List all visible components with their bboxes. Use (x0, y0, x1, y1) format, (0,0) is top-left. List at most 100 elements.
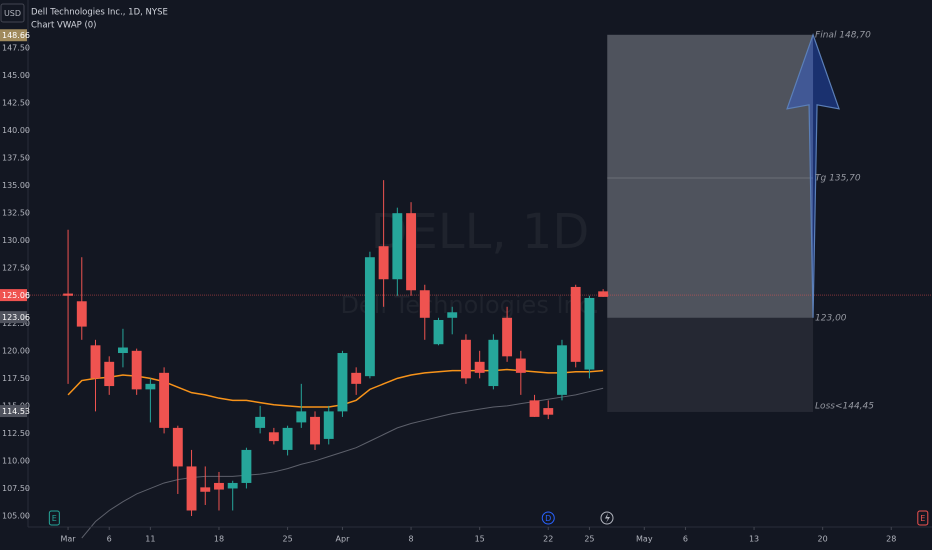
y-tick-label: 140.00 (2, 126, 30, 135)
candle-body (529, 400, 540, 417)
candle-body (76, 301, 87, 327)
candle-body (63, 293, 74, 296)
x-tick-label: May (636, 535, 653, 544)
candle-body (557, 345, 567, 395)
candle-body (282, 427, 293, 450)
candle-body (131, 350, 142, 390)
candle-body (310, 416, 320, 445)
x-tick-label: 18 (214, 535, 224, 544)
x-tick-label: 8 (409, 535, 414, 544)
indicator-line (67, 368, 604, 408)
watermark: DELL, 1D (371, 204, 590, 260)
y-tick-label: 120.00 (2, 346, 30, 355)
price-badge-label: 125.06 (2, 291, 30, 300)
stop-label: Loss<144,45 (815, 401, 874, 411)
x-tick-label: 22 (543, 535, 553, 544)
y-tick-label: 127.50 (2, 264, 30, 273)
price-badge (0, 311, 27, 324)
candle-body (433, 319, 444, 345)
candle-body (419, 290, 430, 318)
currency-box[interactable] (0, 3, 25, 23)
x-tick-label: 25 (584, 535, 594, 544)
candle-body (241, 449, 252, 483)
x-tick-label: 28 (886, 535, 896, 544)
candle-body (227, 482, 238, 489)
candle-body (584, 297, 595, 370)
candle-body (447, 312, 458, 318)
event-label: E (52, 514, 57, 523)
x-tick-label: 20 (818, 535, 828, 544)
price-badge-label: 114.53 (2, 407, 30, 416)
candle-body (392, 213, 403, 280)
candle-body (570, 286, 581, 362)
candle-body (378, 246, 389, 280)
price-badge-label: 123.06 (2, 313, 30, 322)
candle-body (460, 339, 471, 379)
candle-body (104, 361, 115, 387)
price-badge (0, 29, 27, 42)
candle-body (145, 383, 156, 390)
event-label: D (545, 514, 551, 523)
candle-body (488, 339, 499, 387)
event-marker (917, 510, 929, 526)
candle-body (159, 372, 170, 428)
x-tick-label: 6 (107, 535, 112, 544)
split-icon-bolt (605, 513, 610, 523)
x-tick-label: 6 (683, 535, 688, 544)
y-tick-label: 145.00 (2, 71, 30, 80)
x-tick-label: 25 (282, 535, 292, 544)
candle-body (172, 427, 183, 467)
y-tick-label: 147.50 (2, 44, 30, 53)
indicator-title: Chart VWAP (0) (31, 21, 97, 31)
y-tick-label: 135.00 (2, 181, 30, 190)
candle-body (474, 361, 485, 373)
x-tick-label: Apr (336, 535, 351, 544)
candle-body (364, 257, 375, 377)
event-marker (541, 511, 555, 525)
price-badge (0, 405, 27, 418)
y-tick-label: 130.00 (2, 236, 30, 245)
candle-body (543, 408, 554, 415)
entry-label: 123,00 (815, 313, 847, 323)
candle-body (337, 353, 348, 412)
arrow (786, 32, 840, 318)
chart-title: Dell Technologies Inc., 1D, NYSE (31, 8, 168, 18)
y-tick-label: 142.50 (2, 99, 30, 108)
candle-body (296, 411, 307, 423)
event-marker (48, 510, 60, 526)
y-tick-label: 110.00 (2, 456, 30, 465)
currency: USD (4, 9, 21, 18)
candle-body (406, 213, 416, 291)
y-tick-label: 137.50 (2, 154, 30, 163)
x-tick-label: 11 (145, 535, 155, 544)
stop-zone (607, 317, 814, 412)
x-tick-label: Mar (61, 535, 77, 544)
event-label: E (920, 514, 925, 523)
candle-body (502, 317, 513, 357)
mid-label: Tg 135,70 (815, 173, 861, 183)
price-badge (0, 289, 27, 302)
indicator-line (81, 387, 604, 539)
candle-body (200, 487, 211, 492)
x-tick-label: 15 (475, 535, 485, 544)
candle-body (118, 347, 128, 354)
plot (28, 34, 932, 539)
candle-body (351, 372, 362, 384)
candle-body (255, 416, 266, 428)
candle-body (323, 411, 334, 439)
y-tick-label: 112.50 (2, 429, 30, 438)
y-tick-label: 107.50 (2, 484, 30, 493)
y-tick-label: 122.50 (2, 319, 30, 328)
candle-body (186, 466, 197, 511)
price-badge-label: 148.66 (2, 31, 30, 40)
y-tick-label: 132.50 (2, 209, 30, 218)
target-zone (607, 34, 814, 318)
candle-body (515, 358, 526, 373)
candle-body (598, 291, 609, 297)
candle-body (214, 482, 224, 490)
y-tick-label: 105.00 (2, 511, 30, 520)
candle-body (90, 345, 101, 379)
target-label: Final 148,70 (815, 30, 871, 40)
y-tick-label: 117.50 (2, 374, 30, 383)
